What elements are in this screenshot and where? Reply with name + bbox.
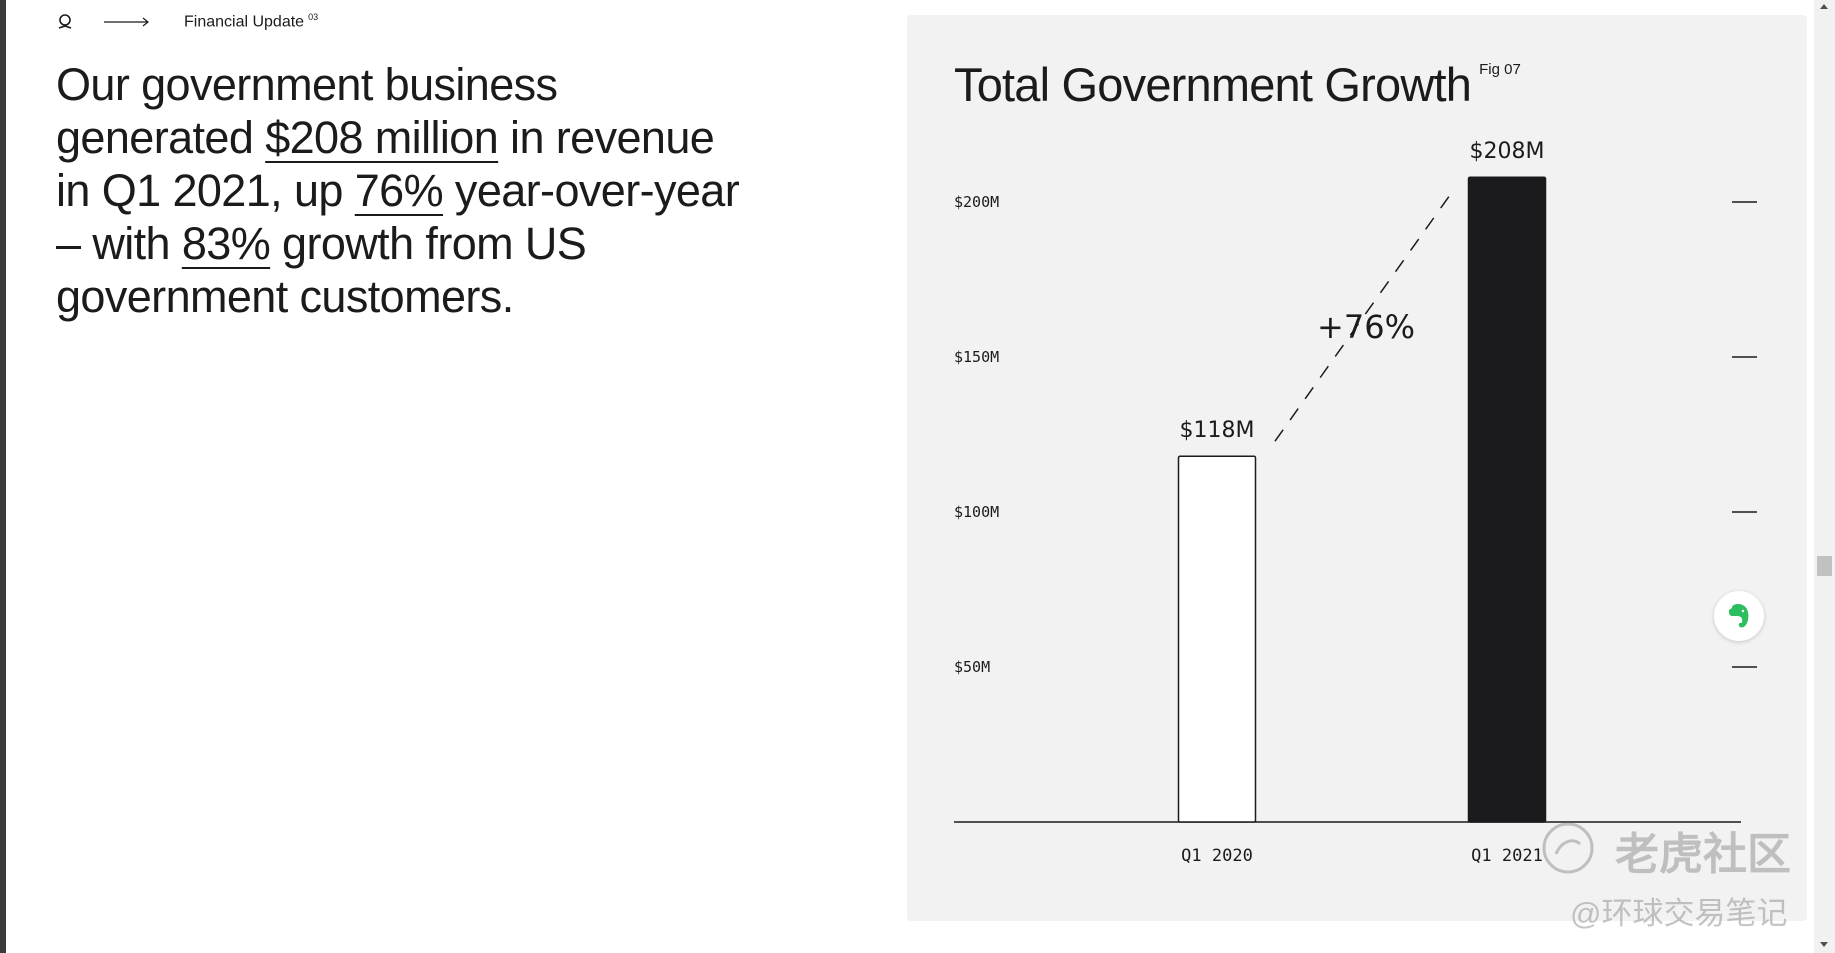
top-nav: Financial Update 03 bbox=[56, 10, 318, 34]
y-tick-label: $150M bbox=[954, 348, 999, 366]
scroll-up-arrow-icon[interactable] bbox=[1820, 4, 1828, 9]
y-tick-label: $200M bbox=[954, 193, 999, 211]
figure-label: Fig 07 bbox=[1479, 61, 1521, 78]
bar-q1-2020 bbox=[1177, 455, 1257, 823]
evernote-elephant-icon bbox=[1729, 604, 1749, 628]
vertical-scrollbar[interactable] bbox=[1814, 0, 1835, 953]
bar-q1-2021 bbox=[1467, 176, 1547, 823]
bar-chart: $50M $100M $150M $200M $118M Q1 2020 $208M Q1 2… bbox=[954, 139, 1757, 866]
scroll-thumb[interactable] bbox=[1817, 556, 1832, 576]
headline: Our government business generated $208 m… bbox=[56, 59, 740, 322]
evernote-button[interactable] bbox=[1714, 591, 1764, 641]
section-number: 03 bbox=[308, 12, 319, 23]
scroll-down-arrow-icon[interactable] bbox=[1820, 942, 1828, 947]
watermark-handle: @环球交易笔记 bbox=[1570, 896, 1788, 931]
palantir-logo-icon[interactable] bbox=[56, 13, 74, 31]
watermark-text: 老虎社区 bbox=[1615, 830, 1791, 879]
growth-annotation: +76% bbox=[1317, 308, 1415, 346]
highlight-yoy-growth: 76% bbox=[354, 165, 444, 216]
chart-panel: Total Government Growth Fig 07 $50M $100M $… bbox=[907, 15, 1807, 921]
chart-title: Total Government Growth Fig 07 bbox=[954, 58, 1521, 111]
bar-value-label: $118M bbox=[1180, 418, 1255, 443]
watermark-logo-icon bbox=[1542, 822, 1594, 874]
x-tick-label: Q1 2020 bbox=[1181, 846, 1253, 866]
x-tick-label: Q1 2021 bbox=[1471, 846, 1543, 866]
section-title[interactable]: Financial Update 03 bbox=[184, 12, 319, 31]
y-tick-label: $50M bbox=[954, 658, 990, 676]
y-tick-label: $100M bbox=[954, 503, 999, 521]
bar-value-label: $208M bbox=[1470, 139, 1545, 164]
long-arrow-right-icon bbox=[104, 17, 149, 27]
highlight-us-growth: 83% bbox=[181, 218, 271, 269]
window-left-border bbox=[0, 0, 6, 953]
highlight-revenue: $208 million bbox=[265, 112, 499, 163]
